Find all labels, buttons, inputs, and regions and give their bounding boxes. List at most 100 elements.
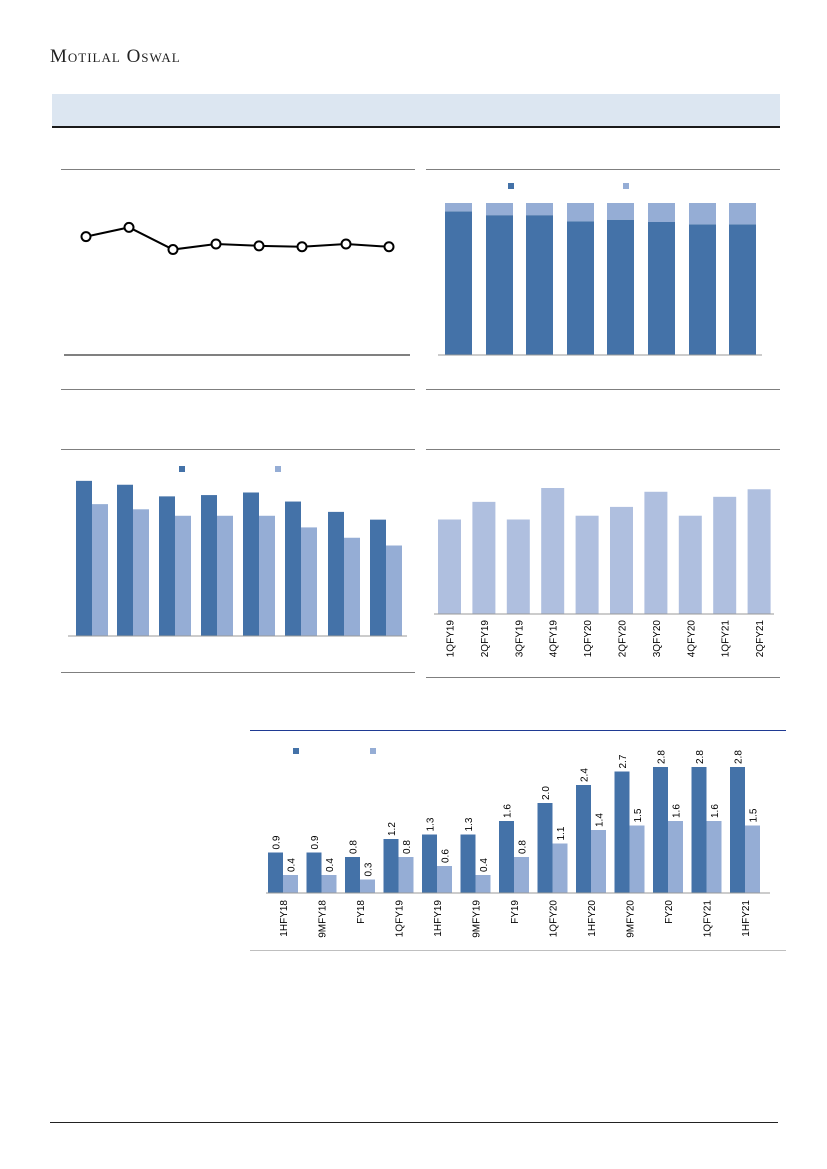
- half-bar-b-12: [706, 821, 722, 893]
- grouped-bar-a-5: [243, 492, 259, 636]
- data-label-a-9: 2.4: [580, 768, 591, 782]
- half-bar-a-7: [499, 821, 514, 893]
- stacked-bar-lower-4: [567, 221, 594, 355]
- half-bar-a-1: [268, 852, 283, 893]
- stacked-bar-lower-5: [607, 219, 634, 355]
- grouped-bar-chart: [68, 466, 407, 637]
- grouped-bar-b-3: [175, 515, 191, 636]
- data-label-a-7: 1.6: [503, 804, 514, 818]
- line-point-5: [253, 240, 265, 252]
- half-bar-b-2: [321, 875, 337, 893]
- data-label-b-5: 0.6: [441, 849, 452, 863]
- x-tick-label-5: 1HFY19: [433, 900, 444, 937]
- single-bar-6: [610, 506, 633, 614]
- line-series: [85, 226, 390, 251]
- single-bar-9: [713, 496, 737, 614]
- half-bar-b-7: [514, 857, 529, 893]
- half-bar-a-8: [537, 803, 553, 893]
- x-tick-label-3: FY18: [356, 900, 367, 924]
- x-tick-label-8: 4QFY20: [686, 620, 697, 658]
- panel-top-rule-half-yearly: [250, 730, 786, 731]
- stacked-bar-upper-2: [486, 203, 513, 216]
- grouped-bar-a-4: [201, 495, 217, 636]
- single-bar-1: [438, 519, 461, 614]
- single-bar-chart: 1QFY19 2QFY19 3QFY19 4QFY19 1QFY20 2QFY20 3QFY…: [434, 488, 774, 657]
- x-tick-label-6: 9MFY19: [472, 900, 483, 938]
- half-bar-a-3: [345, 857, 360, 893]
- stacked-bar-chart: [438, 183, 762, 356]
- data-label-b-3: 0.3: [364, 862, 375, 876]
- single-bar-10: [747, 489, 771, 614]
- stacked-bar-upper-6: [648, 203, 675, 222]
- panel-top-rule-grouped: [61, 449, 415, 450]
- half-bar-b-6: [475, 875, 491, 893]
- grouped-bar-b-6: [301, 527, 317, 636]
- line-point-3: [167, 244, 179, 256]
- grouped-bar-b-4: [217, 515, 233, 636]
- data-label-a-8: 2.0: [541, 786, 552, 800]
- section-banner: [52, 94, 780, 128]
- data-label-a-11: 2.8: [657, 750, 668, 764]
- x-tick-label-7: 3QFY20: [652, 620, 663, 658]
- x-tick-label-11: FY20: [664, 900, 675, 924]
- x-tick-label-7: FY19: [510, 900, 521, 924]
- x-tick-label-3: 3QFY19: [514, 620, 525, 658]
- x-tick-label-2: 2QFY19: [480, 620, 491, 658]
- x-tick-label-2: 9MFY18: [318, 900, 329, 938]
- data-label-a-13: 2.8: [734, 750, 745, 764]
- x-tick-label-9: 1QFY21: [721, 620, 732, 658]
- stacked-bar-upper-3: [526, 203, 553, 216]
- grouped-bar-a-3: [159, 496, 175, 636]
- stacked-bar-upper-7: [689, 203, 716, 225]
- x-tick-label-9: 1HFY20: [587, 900, 598, 937]
- grouped-bar-a-8: [370, 519, 386, 636]
- x-tick-label-10: 9MFY20: [626, 900, 637, 938]
- legend-swatch-series-2: [370, 748, 376, 754]
- stacked-bar-lower-3: [526, 215, 553, 355]
- stacked-bar-upper-8: [729, 203, 756, 225]
- stacked-bar-lower-7: [689, 224, 716, 355]
- grouped-bar-b-2: [133, 509, 149, 636]
- half-bar-b-8: [552, 843, 568, 893]
- x-tick-label-10: 2QFY21: [755, 620, 766, 658]
- x-tick-label-4: 4QFY19: [549, 620, 560, 658]
- data-label-b-12: 1.6: [710, 804, 721, 818]
- half-bar-b-13: [745, 825, 760, 893]
- x-tick-label-13: 1HFY21: [741, 900, 752, 937]
- x-tick-label-6: 2QFY20: [618, 620, 629, 658]
- data-label-b-1: 0.4: [287, 858, 298, 872]
- line-point-6: [296, 241, 308, 253]
- half-bar-a-12: [691, 767, 707, 893]
- stacked-bar-lower-6: [648, 222, 675, 355]
- data-label-b-8: 1.1: [556, 826, 567, 840]
- stacked-bar-upper-5: [607, 203, 634, 220]
- x-tick-label-1: 1QFY19: [446, 620, 457, 658]
- panel-top-rule-line: [61, 169, 415, 170]
- grouped-bar-b-8: [386, 545, 402, 636]
- data-label-a-12: 2.8: [695, 750, 706, 764]
- x-tick-label-5: 1QFY20: [583, 620, 594, 658]
- data-label-b-11: 1.6: [672, 804, 683, 818]
- half-yearly-bar-chart: 0.9 0.4 1HFY18 0.9 0.4 9MFY18 0.8 0.3 FY18 1.2 0.8…: [266, 748, 770, 938]
- stacked-bar-upper-4: [567, 203, 594, 222]
- single-bar-4: [541, 488, 565, 614]
- data-label-a-4: 1.2: [387, 822, 398, 836]
- grouped-bar-a-2: [117, 484, 133, 636]
- half-bar-b-4: [398, 857, 414, 893]
- line-point-2: [123, 221, 135, 233]
- single-bar-3: [506, 519, 530, 614]
- half-bar-a-10: [614, 771, 630, 893]
- grouped-bar-a-6: [285, 501, 301, 636]
- data-label-a-10: 2.7: [618, 754, 629, 768]
- panel-bottom-rule-half-yearly: [250, 950, 786, 951]
- data-label-a-3: 0.8: [349, 840, 360, 854]
- brand-logo-text: Motilal Oswal: [50, 46, 181, 67]
- x-tick-label-1: 1HFY18: [279, 900, 290, 937]
- half-bar-a-9: [576, 785, 591, 893]
- stacked-bar-lower-1: [445, 211, 472, 355]
- grouped-bar-b-7: [344, 537, 360, 636]
- data-label-b-10: 1.5: [633, 808, 644, 822]
- x-tick-label-12: 1QFY21: [703, 900, 714, 938]
- line-chart: [64, 221, 410, 356]
- single-bar-8: [678, 515, 702, 614]
